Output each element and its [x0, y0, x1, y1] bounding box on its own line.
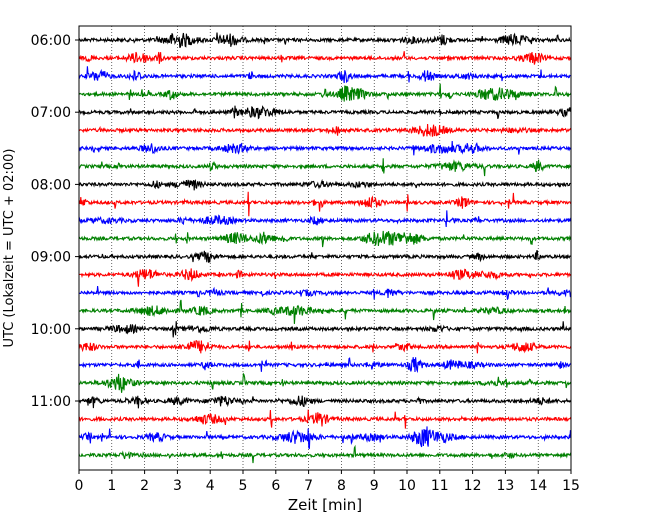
trace-0645: [78, 83, 572, 102]
x-tick-label-11: 11: [431, 478, 449, 494]
y-tick-label-06:00: 06:00: [31, 33, 71, 49]
plot-frame: [78, 25, 572, 471]
x-tick-label-12: 12: [464, 478, 482, 494]
x-axis-ticks: 0 1 2 3 4 5 6 7 8 9 10 11 12 13 14 15: [75, 470, 580, 494]
x-tick-label-1: 1: [107, 478, 116, 494]
trace-1030: [78, 357, 572, 374]
trace-0915: [78, 268, 572, 287]
y-tick-label-09:00: 09:00: [31, 250, 71, 266]
y-tick-label-08:00: 08:00: [31, 177, 71, 193]
x-tick-label-10: 10: [398, 478, 416, 494]
trace-1145: [78, 444, 572, 464]
x-tick-label-7: 7: [304, 478, 313, 494]
trace-0945: [78, 299, 572, 324]
trace-0600: [78, 32, 572, 48]
trace-0715: [78, 123, 572, 137]
trace-1015: [78, 340, 572, 354]
x-tick-label-0: 0: [75, 478, 84, 494]
x-tick-label-4: 4: [206, 478, 215, 494]
x-axis-label: Zeit [min]: [288, 496, 362, 514]
trace-0800: [78, 178, 572, 191]
trace-1045: [78, 372, 572, 393]
trace-0930: [78, 286, 572, 300]
x-tick-label-3: 3: [173, 478, 182, 494]
x-tick-label-13: 13: [496, 478, 514, 494]
trace-1130: [78, 426, 572, 450]
trace-0630: [78, 66, 572, 84]
grid-lines: [111, 26, 539, 470]
x-tick-label-9: 9: [370, 478, 379, 494]
trace-1100: [78, 395, 572, 409]
y-tick-label-07:00: 07:00: [31, 105, 71, 121]
trace-0830: [78, 210, 572, 228]
y-tick-label-11:00: 11:00: [31, 394, 71, 410]
trace-0845: [78, 230, 572, 248]
trace-0700: [78, 105, 572, 120]
x-tick-label-2: 2: [140, 478, 149, 494]
trace-0900: [78, 250, 572, 263]
trace-1000: [78, 321, 572, 338]
trace-1115: [78, 409, 572, 429]
x-tick-label-14: 14: [529, 478, 547, 494]
x-tick-label-8: 8: [337, 478, 346, 494]
trace-0730: [78, 140, 572, 156]
trace-0815: [78, 191, 572, 217]
x-tick-label-6: 6: [271, 478, 280, 494]
y-axis-ticks: 06:00 07:00 08:00 09:00 10:00 11:00: [31, 33, 79, 410]
trace-0745: [78, 158, 572, 177]
x-tick-label-5: 5: [239, 478, 248, 494]
trace-0615: [78, 51, 572, 65]
y-tick-label-10:00: 10:00: [31, 322, 71, 338]
y-axis-label: UTC (Lokalzeit = UTC + 02:00): [2, 149, 17, 348]
x-tick-label-15: 15: [562, 478, 580, 494]
trace-group: [78, 32, 572, 464]
